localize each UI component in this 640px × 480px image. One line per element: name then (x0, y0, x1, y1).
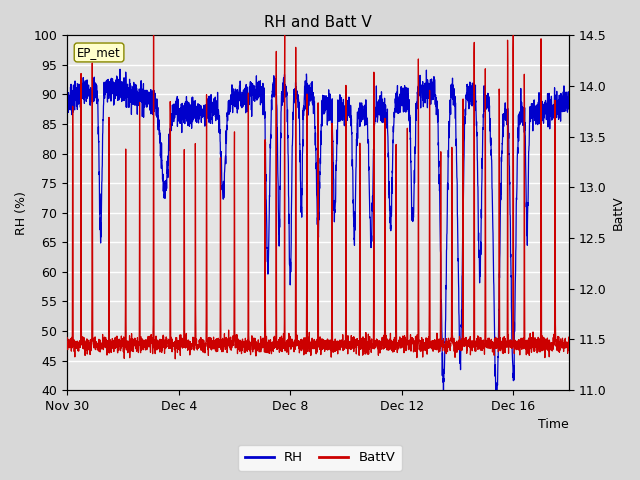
Legend: RH, BattV: RH, BattV (238, 445, 402, 471)
X-axis label: Time: Time (538, 419, 569, 432)
Y-axis label: BattV: BattV (612, 195, 625, 230)
Title: RH and Batt V: RH and Batt V (264, 15, 372, 30)
Text: EP_met: EP_met (77, 46, 121, 59)
Y-axis label: RH (%): RH (%) (15, 191, 28, 235)
